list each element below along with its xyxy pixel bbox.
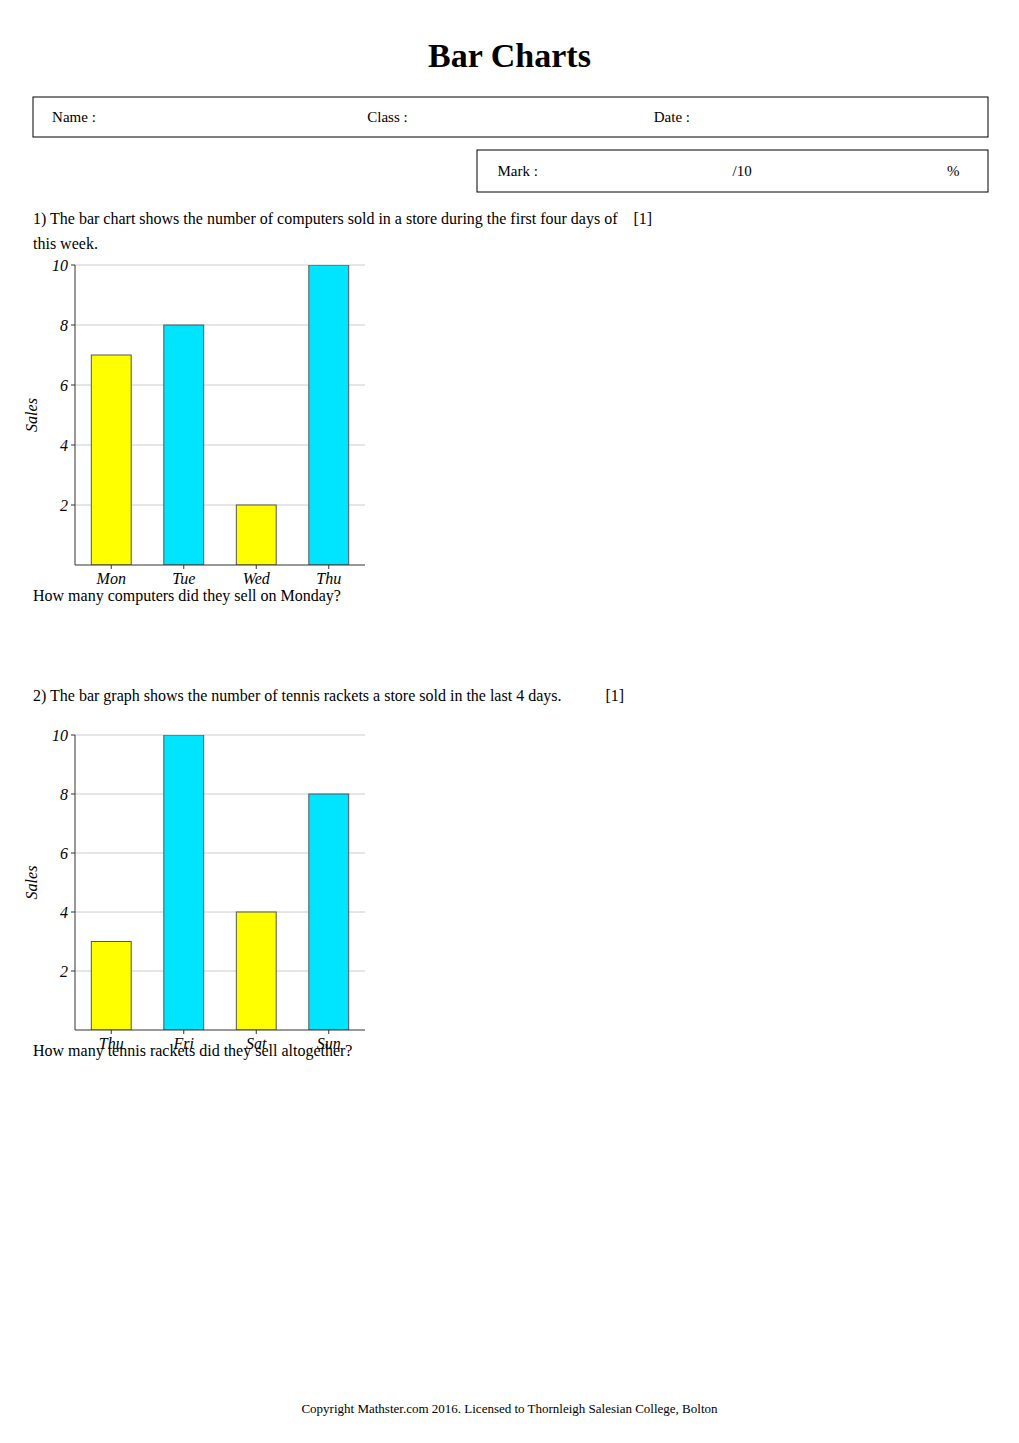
question: How many computers did they sell on Mond… — [33, 587, 341, 605]
bar — [309, 265, 349, 565]
header-label: Name : — [52, 109, 96, 125]
y-tick — [71, 325, 75, 326]
bar — [164, 735, 204, 1030]
x-tick-label: Tue — [172, 570, 195, 587]
y-tick — [71, 445, 75, 446]
bars — [91, 735, 348, 1030]
y-tick-label: 8 — [60, 786, 68, 803]
x-tick — [256, 1030, 257, 1034]
background — [0, 0, 1019, 1443]
mark-label: % — [947, 163, 960, 179]
mark-label: Mark : — [497, 163, 537, 179]
y-axis — [75, 735, 76, 1030]
chart-title: 1) The bar chart shows the number of com… — [33, 210, 652, 228]
x-tick — [111, 1030, 112, 1034]
header-box — [33, 97, 988, 137]
title: Bar Charts — [428, 37, 591, 74]
y-tick — [71, 912, 75, 913]
chart: 2) The bar graph shows the number of ten… — [23, 687, 624, 1060]
y-tick — [71, 794, 75, 795]
y-tick-label: 8 — [60, 317, 68, 334]
y-axis-label: Sales — [23, 866, 40, 900]
bars — [91, 265, 348, 565]
y-axis-label: Sales — [23, 398, 40, 432]
x-tick — [328, 565, 329, 569]
header-label: Class : — [367, 109, 407, 125]
x-axis — [75, 565, 365, 566]
y-tick-label: 4 — [60, 904, 68, 921]
x-tick — [183, 565, 184, 569]
y-axis — [75, 265, 76, 565]
y-tick-label: 6 — [60, 845, 68, 862]
x-tick — [111, 565, 112, 569]
y-tick — [71, 385, 75, 386]
y-tick — [71, 735, 75, 736]
y-tick-label: 6 — [60, 377, 68, 394]
x-tick — [328, 1030, 329, 1034]
mark-label: /10 — [733, 163, 752, 179]
y-tick — [71, 971, 75, 972]
chart-title: 2) The bar graph shows the number of ten… — [33, 687, 624, 705]
y-tick-label: 4 — [60, 437, 68, 454]
y-tick-label: 10 — [52, 727, 68, 744]
y-tick-label: 10 — [52, 257, 68, 274]
bar — [236, 912, 276, 1030]
y-tick-label: 2 — [60, 963, 68, 980]
x-tick-label: Thu — [316, 570, 341, 587]
x-tick — [256, 565, 257, 569]
question: How many tennis rackets did they sell al… — [33, 1042, 352, 1060]
y-tick — [71, 853, 75, 854]
bar — [309, 794, 349, 1030]
y-tick-label: 2 — [60, 497, 68, 514]
y-tick — [71, 265, 75, 266]
bar — [91, 355, 131, 565]
bar — [236, 505, 276, 565]
x-tick-label: Mon — [96, 570, 126, 587]
y-tick — [71, 505, 75, 506]
x-tick-label: Wed — [243, 570, 271, 587]
header-label: Date : — [654, 109, 690, 125]
chart-subtitle: this week. — [33, 235, 98, 252]
page: Bar Charts Name : Class : Date : Mark : /10% C… — [0, 0, 1019, 1443]
grid-line — [75, 735, 365, 736]
chart: 1) The bar chart shows the number of com… — [23, 210, 652, 605]
footer: Copyright Mathster.com 2016. Licensed to… — [301, 1401, 718, 1416]
bar — [91, 942, 131, 1031]
mark-box — [477, 150, 988, 192]
bar — [164, 325, 204, 565]
x-tick — [183, 1030, 184, 1034]
x-axis — [75, 1030, 365, 1031]
